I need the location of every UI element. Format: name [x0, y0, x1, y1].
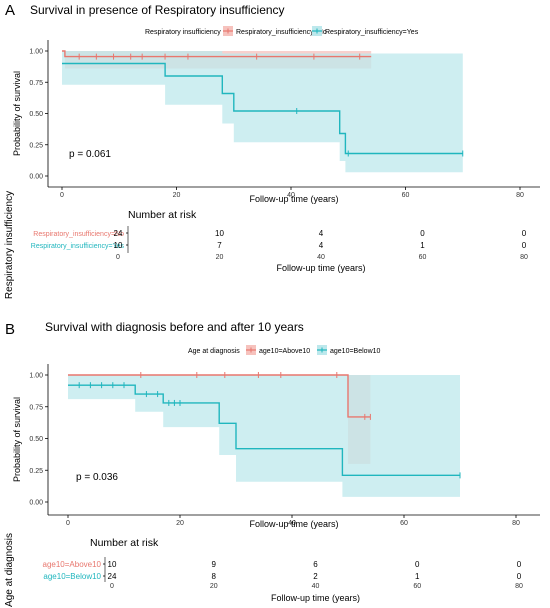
risk-count: 0 — [522, 241, 527, 250]
panel-b: B Survival with diagnosis before and afte… — [4, 320, 540, 607]
risk-count: 0 — [420, 229, 425, 238]
x-tick-label: 40 — [288, 520, 296, 527]
chart-title: Survival in presence of Respiratory insu… — [30, 3, 285, 17]
risk-table-title: Number at risk — [128, 209, 197, 221]
p-value: p = 0.061 — [69, 149, 111, 160]
legend-entry: age10=Above10 — [259, 348, 310, 355]
legend-entry: Respiratory_insufficiency=Yes — [325, 29, 419, 36]
x-tick-label: 0 — [66, 520, 70, 527]
y-tick-label: 0.25 — [29, 468, 43, 475]
risk-table-xlabel: Follow-up time (years) — [276, 263, 365, 273]
risk-count: 24 — [114, 229, 123, 238]
risk-count: 10 — [108, 560, 117, 569]
ci-band-teal — [68, 375, 460, 497]
panel-a: A Survival in presence of Respiratory ins… — [4, 2, 540, 299]
x-tick-label: 0 — [60, 192, 64, 199]
p-value: p = 0.036 — [76, 472, 118, 483]
risk-count: 4 — [319, 241, 324, 250]
y-tick-label: 0.75 — [29, 404, 43, 411]
risk-time-label: 80 — [515, 583, 523, 590]
legend: Age at diagnosis age10=Above10 age10=Below… — [188, 345, 381, 355]
risk-table: Number at risk Respiratory_insufficiency=… — [31, 209, 528, 273]
x-tick-label: 20 — [173, 192, 181, 199]
risk-count: 24 — [108, 572, 117, 581]
risk-count: 1 — [420, 241, 425, 250]
risk-count: 2 — [313, 572, 318, 581]
risk-time-label: 40 — [312, 583, 320, 590]
risk-count: 0 — [517, 572, 522, 581]
risk-row-label: Respiratory_insufficiency=No — [33, 231, 124, 238]
y-tick-label: 0.25 — [29, 142, 43, 149]
survival-curve-teal — [62, 62, 463, 155]
y-tick-label: 0.50 — [29, 436, 43, 443]
y-axis-label: Probability of survival — [12, 71, 22, 156]
x-tick-label: 80 — [516, 192, 524, 199]
survival-curve-red — [68, 374, 371, 418]
legend: Respiratory insufficiency Respiratory_ins… — [145, 26, 419, 36]
risk-time-label: 20 — [216, 254, 224, 261]
risk-time-label: 0 — [116, 254, 120, 261]
x-axis-label: Follow-up time (years) — [249, 194, 338, 204]
legend-entry: Respiratory_insufficiency=No — [236, 29, 327, 36]
risk-count: 8 — [212, 572, 217, 581]
risk-time-label: 40 — [317, 254, 325, 261]
risk-time-label: 60 — [419, 254, 427, 261]
risk-table-xlabel: Follow-up time (years) — [271, 593, 360, 603]
legend-title: Respiratory insufficiency — [145, 29, 221, 36]
legend-title: Age at diagnosis — [188, 348, 240, 355]
risk-row-label: age10=Above10 — [43, 560, 102, 569]
risk-time-label: 20 — [210, 583, 218, 590]
risk-count: 1 — [415, 572, 420, 581]
strata-axis-label: Respiratory insufficiency — [4, 191, 15, 299]
risk-row-label: Respiratory_insufficiency=Yes — [31, 243, 125, 250]
panel-letter: A — [5, 2, 15, 19]
x-tick-label: 60 — [400, 520, 408, 527]
y-tick-label: 1.00 — [29, 49, 43, 56]
x-tick-label: 60 — [402, 192, 410, 199]
risk-table-title: Number at risk — [90, 537, 159, 549]
y-tick-label: 0.00 — [29, 174, 43, 181]
risk-count: 10 — [114, 241, 123, 250]
chart-title: Survival with diagnosis before and after… — [45, 320, 304, 334]
y-tick-label: 0.75 — [29, 80, 43, 87]
survival-curve-teal — [68, 384, 460, 476]
risk-count: 9 — [212, 560, 217, 569]
x-tick-label: 40 — [287, 192, 295, 199]
legend-entry: age10=Below10 — [330, 348, 381, 355]
risk-count: 0 — [415, 560, 420, 569]
survival-curve-red — [62, 50, 372, 58]
risk-count: 7 — [217, 241, 222, 250]
x-axis-label: Follow-up time (years) — [249, 519, 338, 529]
risk-time-label: 60 — [413, 583, 421, 590]
risk-count: 10 — [215, 229, 224, 238]
y-tick-label: 0.00 — [29, 500, 43, 507]
risk-time-label: 80 — [520, 254, 528, 261]
x-tick-label: 80 — [512, 520, 520, 527]
risk-row-label: age10=Below10 — [43, 572, 101, 581]
y-axis-label: Probability of survival — [12, 397, 22, 482]
y-tick-label: 1.00 — [29, 373, 43, 380]
x-tick-label: 20 — [176, 520, 184, 527]
risk-count: 0 — [522, 229, 527, 238]
risk-time-label: 0 — [110, 583, 114, 590]
risk-count: 6 — [313, 560, 318, 569]
risk-count: 0 — [517, 560, 522, 569]
strata-axis-label: Age at diagnosis — [4, 533, 15, 607]
y-tick-label: 0.50 — [29, 111, 43, 118]
risk-count: 4 — [319, 229, 324, 238]
panel-letter: B — [5, 321, 15, 338]
